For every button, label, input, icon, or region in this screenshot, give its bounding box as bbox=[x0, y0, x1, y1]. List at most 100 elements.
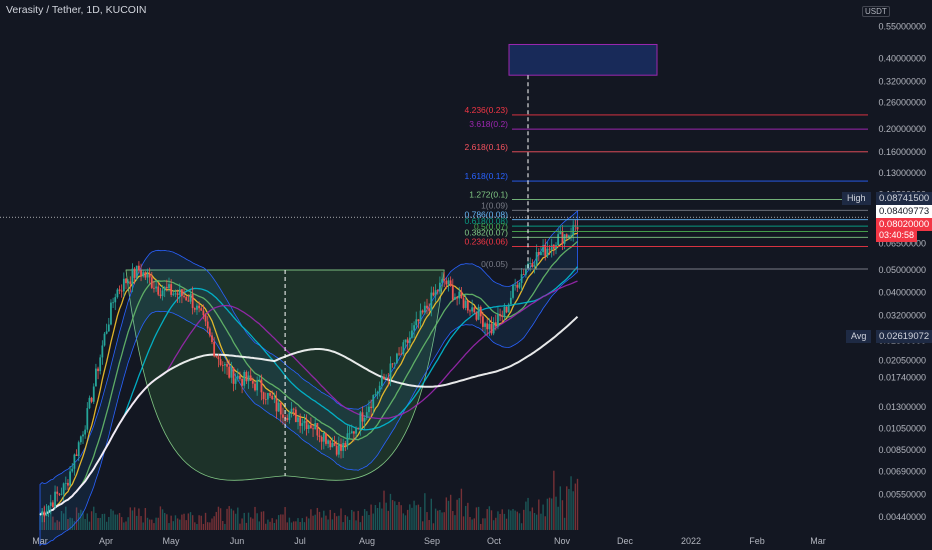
candle-body bbox=[267, 393, 269, 400]
volume-bar bbox=[490, 510, 493, 530]
volume-bar bbox=[447, 500, 450, 530]
candle-body bbox=[247, 375, 250, 382]
candle-body bbox=[466, 300, 469, 311]
volume-bar bbox=[108, 516, 110, 530]
volume-bar bbox=[45, 517, 48, 530]
volume-bar bbox=[357, 510, 359, 530]
candle-body bbox=[396, 353, 398, 364]
volume-bar bbox=[467, 502, 469, 530]
volume-bar bbox=[54, 522, 56, 530]
candle-body bbox=[469, 310, 471, 312]
candle-body bbox=[206, 321, 209, 329]
volume-bar bbox=[523, 509, 525, 530]
candle-body bbox=[170, 284, 173, 295]
candle-body bbox=[56, 491, 59, 494]
candle-body bbox=[193, 308, 196, 310]
y-tick-label: 0.02050000 bbox=[878, 356, 926, 366]
candle-body bbox=[288, 412, 291, 421]
candle-body bbox=[282, 414, 284, 418]
candle-body bbox=[348, 433, 351, 435]
y-tick-label: 0.32000000 bbox=[878, 76, 926, 86]
candle-body bbox=[537, 252, 540, 256]
volume-bar bbox=[439, 509, 441, 530]
volume-bar bbox=[561, 500, 564, 530]
candle-body bbox=[60, 493, 63, 495]
candle-body bbox=[254, 383, 256, 391]
bollinger-bands bbox=[39, 210, 578, 547]
volume-bar bbox=[409, 504, 411, 530]
volume-bar bbox=[415, 505, 417, 530]
y-tick-label: 0.01740000 bbox=[878, 372, 926, 382]
candle-body bbox=[503, 306, 506, 317]
candle-body bbox=[559, 231, 562, 235]
candle-body bbox=[155, 286, 157, 289]
volume-bar bbox=[239, 523, 241, 530]
volume-bar bbox=[308, 518, 310, 530]
candle-body bbox=[230, 367, 233, 378]
candle-body bbox=[204, 315, 207, 322]
volume-bar bbox=[518, 513, 521, 530]
candle-body bbox=[413, 325, 415, 331]
volume-bar bbox=[325, 515, 327, 530]
candle-body bbox=[144, 272, 147, 278]
current-price-tag: 0.08020000 bbox=[876, 218, 932, 231]
candle-body bbox=[346, 433, 349, 447]
volume-bar bbox=[267, 519, 269, 530]
volume-bar bbox=[67, 519, 69, 530]
volume-bar bbox=[434, 508, 437, 530]
volume-bar bbox=[62, 513, 65, 530]
volume-bar bbox=[563, 517, 566, 530]
volume-bar bbox=[271, 518, 273, 530]
candle-body bbox=[221, 364, 224, 366]
candle-body bbox=[333, 442, 336, 446]
candle-body bbox=[460, 291, 463, 299]
volume-bar bbox=[200, 515, 202, 530]
volume-bar bbox=[194, 522, 196, 530]
x-tick-label: Apr bbox=[99, 536, 113, 546]
y-tick-label: 0.00440000 bbox=[878, 512, 926, 522]
avg-label: Avg bbox=[846, 330, 872, 343]
candle-body bbox=[439, 282, 441, 292]
chart-title: Verasity / Tether, 1D, KUCOIN bbox=[6, 4, 147, 16]
volume-bar bbox=[181, 514, 183, 530]
volume-bar bbox=[230, 508, 233, 530]
candle-body bbox=[142, 272, 145, 277]
ma-20 bbox=[39, 241, 578, 516]
volume-bar bbox=[348, 519, 351, 530]
y-tick-label: 0.20000000 bbox=[878, 124, 926, 134]
volume-bar bbox=[293, 521, 295, 530]
candle-body bbox=[434, 290, 437, 296]
volume-bar bbox=[265, 523, 267, 530]
candle-body bbox=[464, 300, 467, 308]
candle-body bbox=[86, 408, 89, 430]
volume-bar bbox=[379, 502, 381, 530]
candle-body bbox=[342, 442, 345, 451]
volume-bar bbox=[275, 519, 278, 530]
volume-bar bbox=[314, 514, 316, 530]
candle-body bbox=[196, 305, 198, 310]
candle-body bbox=[135, 265, 138, 278]
volume-bar bbox=[531, 507, 534, 530]
candle-body bbox=[181, 289, 183, 297]
currency-badge[interactable]: USDT bbox=[862, 6, 890, 17]
volume-bar bbox=[482, 518, 484, 530]
x-tick-label: Jun bbox=[230, 536, 245, 546]
candle-body bbox=[576, 226, 579, 230]
volume-bar bbox=[196, 523, 198, 530]
volume-bar bbox=[189, 512, 192, 530]
volume-bar bbox=[47, 506, 50, 530]
candle-body bbox=[542, 245, 544, 253]
volume-bar bbox=[80, 509, 82, 530]
volume-bar bbox=[346, 516, 349, 530]
volume-bar bbox=[282, 514, 284, 530]
fib-label: 0.5(0.07) bbox=[474, 222, 508, 232]
volume-bar bbox=[269, 521, 271, 530]
volume-bar bbox=[241, 518, 243, 530]
volume-bar bbox=[277, 515, 280, 530]
candle-body bbox=[353, 431, 355, 434]
candle-body bbox=[550, 244, 553, 250]
volume-bar bbox=[157, 517, 159, 530]
candle-body bbox=[482, 316, 484, 327]
